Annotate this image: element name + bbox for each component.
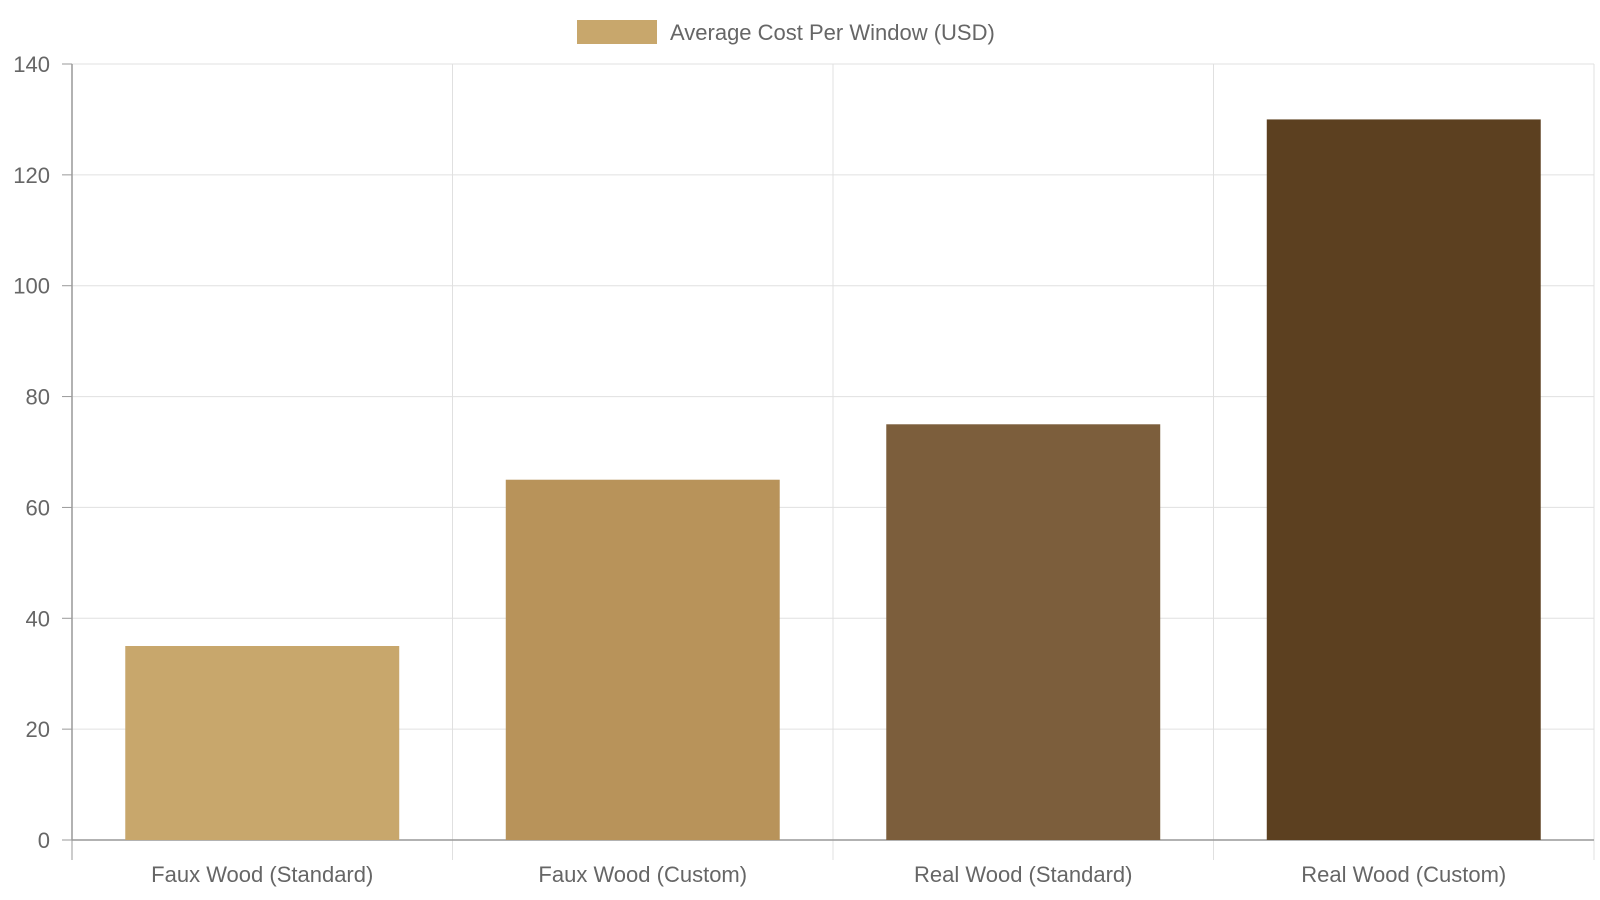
bar — [125, 646, 400, 840]
x-category-label: Real Wood (Standard) — [914, 862, 1133, 887]
bar — [505, 479, 780, 840]
y-tick-label: 120 — [13, 163, 50, 188]
bar — [1266, 119, 1541, 840]
legend-swatch — [577, 20, 657, 44]
y-tick-label: 60 — [26, 495, 50, 520]
bars — [125, 119, 1541, 840]
x-category-label: Real Wood (Custom) — [1301, 862, 1506, 887]
y-axis-tick-labels: 0 20 40 60 80 100 120 140 — [13, 52, 50, 853]
y-tick-label: 20 — [26, 717, 50, 742]
y-tick-label: 80 — [26, 385, 50, 410]
legend[interactable]: Average Cost Per Window (USD) — [577, 20, 995, 45]
y-tick-label: 0 — [38, 828, 50, 853]
bar — [886, 424, 1161, 840]
x-category-label: Faux Wood (Standard) — [151, 862, 373, 887]
y-tick-label: 40 — [26, 606, 50, 631]
y-tick-label: 140 — [13, 52, 50, 77]
y-tick-label: 100 — [13, 274, 50, 299]
x-category-label: Faux Wood (Custom) — [538, 862, 747, 887]
x-axis-category-labels: Faux Wood (Standard) Faux Wood (Custom) Re… — [151, 862, 1506, 887]
legend-label: Average Cost Per Window (USD) — [670, 20, 995, 45]
